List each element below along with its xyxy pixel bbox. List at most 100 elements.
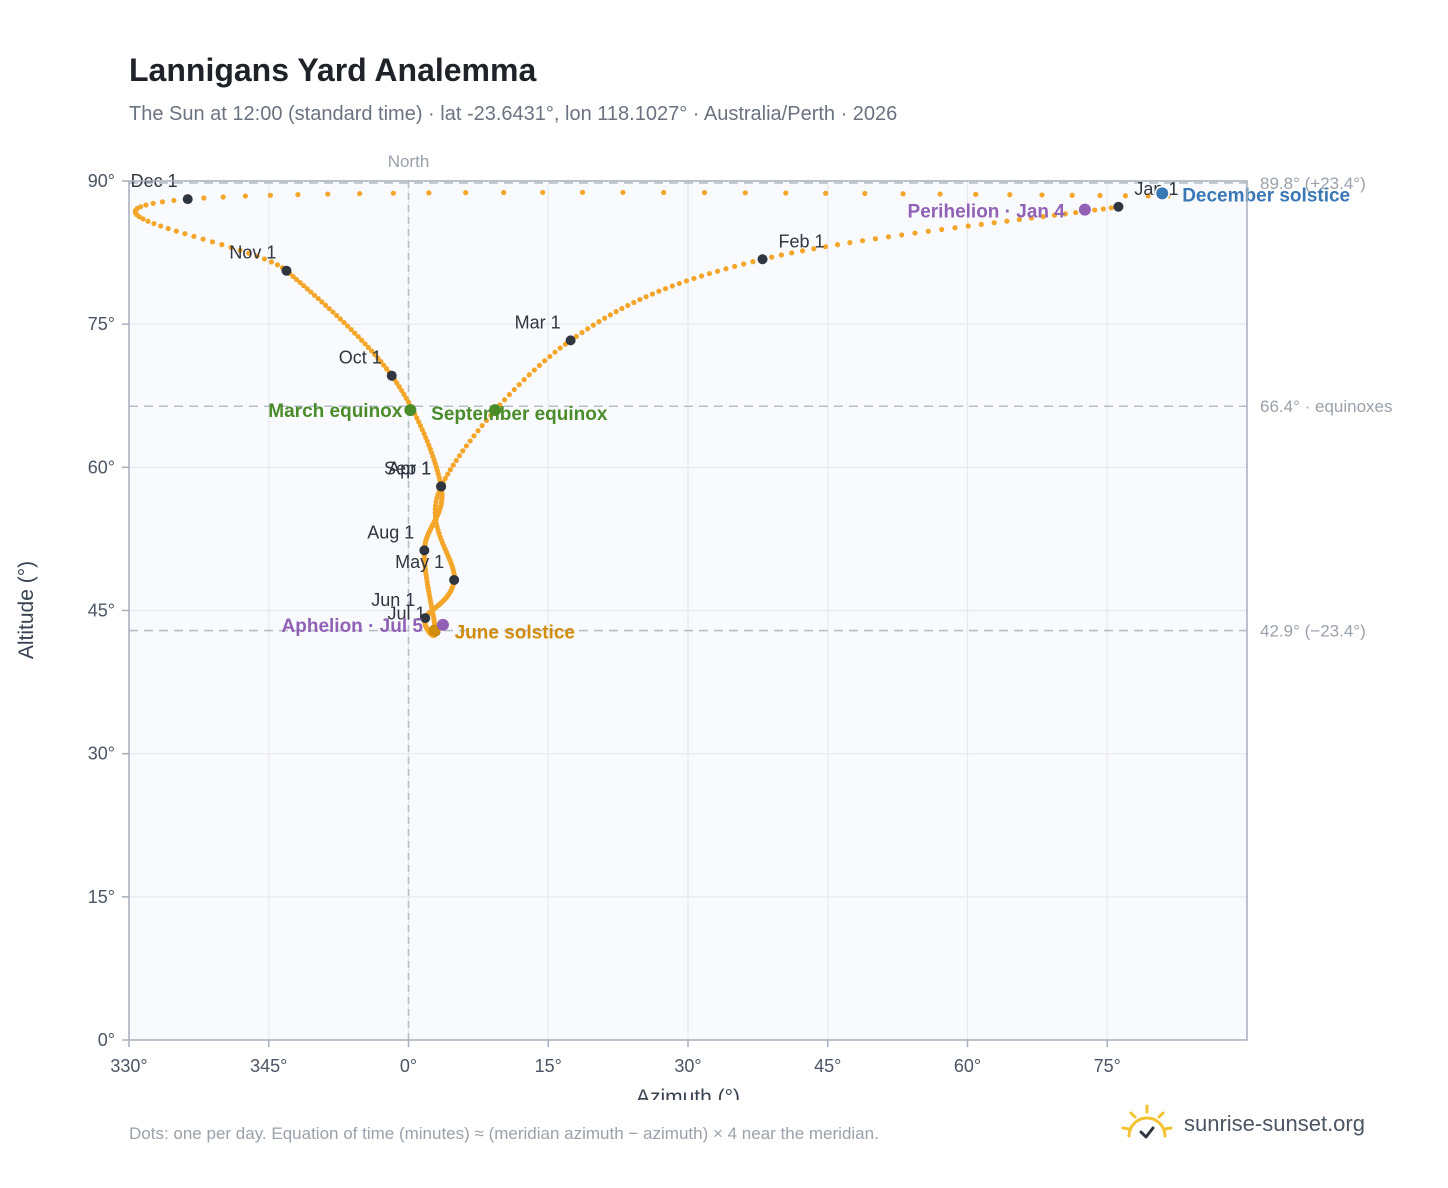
daily-dot bbox=[536, 362, 543, 368]
daily-dot bbox=[138, 204, 144, 210]
daily-dot bbox=[325, 191, 331, 197]
daily-dot bbox=[140, 216, 146, 222]
chart-title: Lannigans Yard Analemma bbox=[129, 52, 537, 88]
daily-dot bbox=[445, 471, 451, 477]
daily-dot bbox=[511, 386, 517, 393]
y-tick-label: 30° bbox=[88, 744, 115, 764]
daily-dot bbox=[405, 399, 412, 405]
x-tick-label: 345° bbox=[250, 1056, 287, 1076]
daily-dot bbox=[542, 358, 548, 364]
daily-dot bbox=[417, 423, 424, 429]
y-tick-label: 90° bbox=[88, 171, 115, 191]
daily-dot bbox=[396, 384, 402, 390]
daily-dot bbox=[1145, 193, 1151, 199]
daily-dot bbox=[783, 190, 789, 196]
event-marker bbox=[1156, 187, 1169, 200]
month-marker bbox=[182, 194, 193, 205]
daily-dot bbox=[579, 189, 586, 195]
daily-dot bbox=[872, 236, 879, 242]
event-marker bbox=[428, 624, 441, 637]
daily-dot bbox=[661, 189, 667, 196]
daily-dot bbox=[423, 434, 429, 441]
daily-dot bbox=[1122, 193, 1129, 199]
daily-dot bbox=[268, 259, 274, 265]
month-label: Jul 1 bbox=[387, 603, 425, 623]
daily-dot bbox=[171, 197, 177, 204]
daily-dot bbox=[334, 312, 340, 319]
daily-dot bbox=[479, 422, 485, 429]
month-label: Aug 1 bbox=[367, 522, 414, 542]
daily-dot bbox=[182, 231, 188, 237]
daily-dot bbox=[1028, 215, 1034, 221]
daily-dot bbox=[540, 189, 546, 196]
reference-lines: North 89.8° (+23.4°) 66.4° · equinoxes 42.9… bbox=[129, 152, 1393, 1040]
daily-dot bbox=[447, 467, 453, 473]
daily-dot bbox=[295, 192, 301, 198]
daily-dot bbox=[750, 259, 756, 265]
daily-dot bbox=[631, 299, 637, 306]
daily-dot bbox=[579, 329, 585, 336]
daily-dot bbox=[769, 254, 775, 260]
daily-dot bbox=[352, 330, 358, 336]
daily-dot bbox=[732, 263, 738, 270]
daily-dot bbox=[723, 266, 729, 272]
daily-dot bbox=[691, 275, 697, 282]
daily-dot bbox=[643, 294, 649, 300]
x-tick-label: 75° bbox=[1094, 1056, 1121, 1076]
daily-dot bbox=[925, 228, 931, 234]
analemma-plot: North 89.8° (+23.4°) 66.4° · equinoxes 42.9… bbox=[15, 152, 1393, 1100]
daily-dot bbox=[359, 337, 365, 343]
daily-dot bbox=[656, 288, 662, 294]
event-label: March equinox bbox=[268, 401, 403, 422]
daily-dot bbox=[369, 348, 375, 354]
daily-dot bbox=[669, 283, 675, 289]
event-marker bbox=[436, 618, 449, 631]
daily-dot bbox=[1108, 205, 1114, 211]
month-marker bbox=[1113, 201, 1124, 212]
daily-dot bbox=[421, 431, 427, 437]
reference-label: 42.9° (−23.4°) bbox=[1260, 622, 1366, 641]
month-label: Nov 1 bbox=[229, 243, 276, 263]
daily-dot bbox=[573, 333, 579, 339]
daily-dot bbox=[308, 289, 314, 295]
x-axis-label: Azimuth (°) bbox=[636, 1086, 740, 1100]
month-label: Feb 1 bbox=[779, 231, 825, 251]
daily-dot bbox=[219, 242, 225, 248]
daily-dot bbox=[937, 191, 943, 197]
daily-dot bbox=[714, 268, 721, 274]
daily-dot bbox=[414, 415, 420, 421]
axis-ticks: 330° 345° 0° 15° 30° 45° 60° 75° 0° 15° 30° 45° 60° 7… bbox=[88, 171, 1121, 1076]
daily-dot bbox=[416, 419, 422, 425]
month-marker bbox=[420, 613, 431, 624]
daily-dot bbox=[274, 262, 281, 268]
daily-dot bbox=[304, 286, 310, 292]
daily-dot bbox=[483, 417, 490, 424]
y-tick-label: 75° bbox=[88, 314, 115, 334]
brand-name[interactable]: sunrise-sunset.org bbox=[1184, 1111, 1365, 1136]
daily-dot bbox=[620, 189, 626, 196]
daily-dot bbox=[557, 345, 563, 351]
x-tick-label: 60° bbox=[954, 1056, 981, 1076]
daily-dot bbox=[442, 475, 448, 481]
daily-dot bbox=[209, 239, 216, 245]
daily-dot bbox=[590, 322, 596, 328]
month-label: Sep 1 bbox=[384, 458, 431, 478]
x-tick-label: 30° bbox=[674, 1056, 701, 1076]
daily-dot bbox=[403, 395, 409, 401]
daily-dot bbox=[378, 359, 384, 365]
sun-logo-icon bbox=[1121, 1104, 1173, 1139]
event-marker bbox=[404, 404, 417, 417]
daily-dot bbox=[330, 309, 336, 315]
daily-dot bbox=[952, 225, 958, 231]
daily-dot bbox=[463, 443, 470, 449]
daily-dot bbox=[261, 256, 268, 262]
daily-dot bbox=[637, 296, 643, 303]
daily-dot bbox=[1004, 218, 1010, 224]
daily-dot bbox=[432, 506, 438, 512]
month-marker bbox=[281, 265, 292, 276]
daily-dot bbox=[357, 190, 363, 197]
month-label: Oct 1 bbox=[339, 348, 382, 368]
brand[interactable]: sunrise-sunset.org bbox=[1120, 1102, 1365, 1146]
daily-dot bbox=[834, 242, 841, 248]
y-axis-label: Altitude (°) bbox=[15, 561, 38, 659]
